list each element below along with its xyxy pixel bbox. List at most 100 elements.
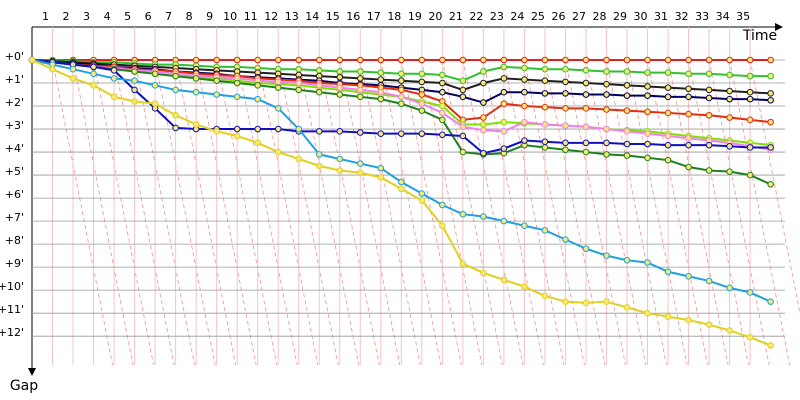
point	[562, 65, 569, 73]
point	[685, 273, 692, 280]
point	[459, 56, 467, 64]
point	[398, 56, 405, 64]
point	[705, 94, 713, 102]
y-axis-arrow	[28, 368, 36, 376]
lap-diagonal	[93, 59, 154, 366]
point	[746, 334, 754, 341]
point	[685, 56, 692, 64]
point	[274, 148, 282, 156]
point	[110, 75, 118, 82]
point	[295, 125, 303, 133]
point	[439, 71, 446, 79]
point	[726, 327, 733, 334]
point	[439, 88, 446, 96]
lap-diagonal	[318, 59, 380, 366]
point	[705, 141, 713, 149]
point	[603, 106, 610, 113]
point	[213, 56, 220, 64]
point	[623, 82, 631, 89]
point	[726, 71, 733, 79]
point	[705, 111, 713, 119]
point	[664, 109, 672, 117]
point	[377, 88, 385, 96]
lap-diagonal	[216, 59, 278, 366]
point	[295, 65, 303, 73]
point	[356, 86, 364, 94]
point	[582, 79, 590, 87]
point	[603, 80, 610, 88]
point	[685, 141, 692, 149]
point	[315, 56, 323, 64]
point	[49, 65, 56, 73]
point	[562, 139, 569, 147]
point	[356, 75, 364, 82]
point	[315, 128, 323, 135]
point	[398, 178, 405, 186]
point	[644, 154, 651, 162]
x-tick-label: 9	[206, 10, 213, 23]
lap-diagonal	[524, 59, 585, 366]
point	[439, 131, 446, 139]
point	[541, 144, 549, 151]
point	[274, 56, 282, 64]
x-tick-label: 8	[186, 10, 193, 23]
point	[377, 95, 385, 103]
lap-diagonal	[544, 59, 606, 366]
x-tick-label: 28	[592, 10, 606, 23]
point	[603, 56, 610, 64]
point	[541, 77, 549, 85]
point	[439, 56, 446, 64]
point	[151, 100, 159, 108]
point	[356, 56, 364, 64]
point	[582, 299, 590, 307]
y-tick-label: +1'	[5, 73, 24, 86]
point	[213, 91, 220, 98]
point	[172, 111, 179, 119]
point	[521, 222, 528, 230]
lap-diagonal	[585, 59, 647, 366]
point	[603, 298, 610, 305]
point	[356, 160, 364, 167]
point	[541, 56, 549, 64]
point	[500, 63, 508, 71]
point	[541, 90, 549, 97]
x-tick-label: 35	[736, 10, 750, 23]
point	[377, 69, 385, 76]
point	[603, 68, 610, 75]
point	[356, 169, 364, 177]
point	[377, 164, 385, 172]
point	[315, 67, 323, 74]
point	[521, 88, 528, 96]
point	[459, 123, 467, 131]
point	[480, 114, 487, 121]
point	[582, 245, 590, 253]
point	[746, 95, 754, 103]
point	[603, 139, 610, 147]
point	[459, 260, 467, 267]
point	[274, 78, 282, 86]
point	[233, 93, 241, 101]
point	[623, 56, 631, 64]
point	[377, 76, 385, 83]
point	[172, 72, 179, 80]
point	[90, 82, 97, 89]
point	[192, 56, 200, 64]
point	[521, 283, 528, 291]
point	[439, 116, 446, 124]
y-tick-label: +4'	[5, 142, 24, 155]
series	[28, 56, 774, 64]
lap-diagonal	[52, 59, 113, 366]
x-tick-label: 29	[613, 10, 627, 23]
y-tick-label: +8'	[5, 234, 24, 247]
lap-diagonal	[257, 59, 319, 366]
point	[315, 151, 323, 158]
point	[767, 90, 774, 97]
point	[398, 70, 405, 78]
point	[418, 100, 426, 108]
point	[418, 56, 426, 64]
point	[192, 88, 200, 96]
point	[644, 83, 651, 90]
x-tick-label: 6	[145, 10, 152, 23]
x-tick-label: 30	[634, 10, 648, 23]
